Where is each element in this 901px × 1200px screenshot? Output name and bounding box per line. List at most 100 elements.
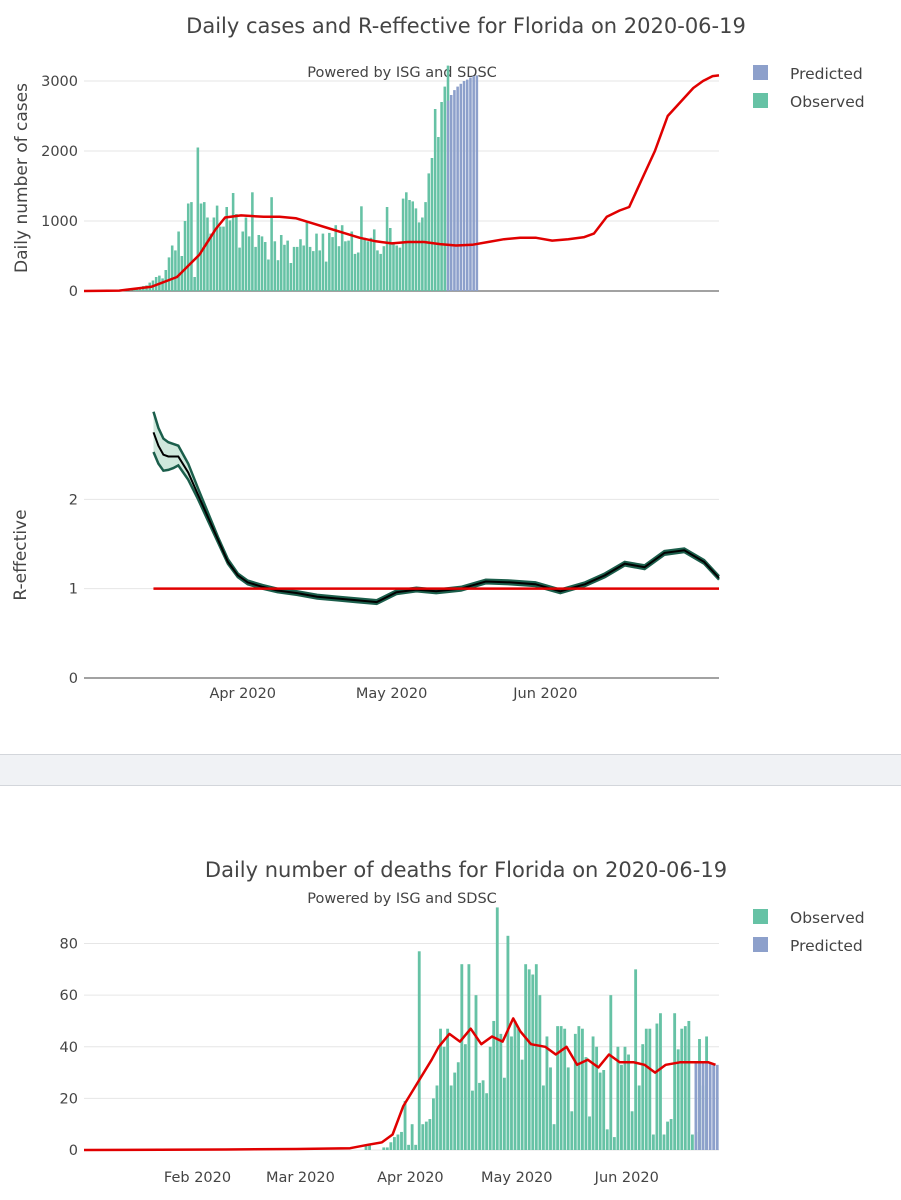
cases-observed-bar[interactable]	[376, 250, 379, 291]
cases-observed-bar[interactable]	[286, 240, 289, 291]
cases-observed-bar[interactable]	[433, 109, 437, 291]
cases-observed-bar[interactable]	[260, 236, 264, 291]
deaths-observed-bar[interactable]	[407, 1144, 411, 1150]
deaths-observed-bar[interactable]	[392, 1137, 396, 1150]
cases-legend[interactable]: Predicted Observed	[753, 65, 865, 111]
cases-observed-bar[interactable]	[372, 229, 376, 291]
cases-predicted-bar[interactable]	[465, 79, 469, 291]
cases-predicted-bar[interactable]	[446, 100, 450, 291]
deaths-observed-bar[interactable]	[432, 1098, 435, 1150]
deaths-observed-bar[interactable]	[627, 1054, 630, 1150]
deaths-observed-bar[interactable]	[495, 907, 499, 1150]
deaths-observed-bar[interactable]	[634, 969, 638, 1150]
deaths-predicted-bar[interactable]	[694, 1062, 698, 1150]
deaths-predicted-bar[interactable]	[698, 1062, 701, 1150]
deaths-observed-bar[interactable]	[538, 995, 542, 1150]
deaths-observed-bar[interactable]	[520, 1059, 524, 1150]
cases-observed-bar[interactable]	[251, 192, 254, 291]
deaths-observed-bar[interactable]	[513, 1020, 517, 1150]
deaths-legend[interactable]: Observed Predicted	[753, 909, 865, 955]
cases-observed-bar[interactable]	[392, 242, 395, 291]
cases-predicted-bar[interactable]	[462, 81, 466, 291]
cases-observed-bar[interactable]	[395, 245, 398, 292]
deaths-observed-bar[interactable]	[669, 1119, 673, 1150]
legend-label-observed[interactable]: Observed	[790, 909, 865, 927]
cases-observed-bar[interactable]	[174, 250, 177, 291]
cases-observed-bar[interactable]	[366, 241, 370, 291]
deaths-observed-bar[interactable]	[400, 1131, 403, 1150]
deaths-observed-bar[interactable]	[517, 1028, 520, 1150]
cases-observed-bar[interactable]	[347, 240, 350, 291]
cases-observed-bar[interactable]	[401, 198, 405, 291]
legend-label-observed[interactable]: Observed	[790, 93, 865, 111]
cases-observed-bar[interactable]	[443, 86, 447, 291]
cases-observed-bar[interactable]	[295, 246, 299, 291]
cases-predicted-bar[interactable]	[453, 90, 456, 291]
cases-observed-bar[interactable]	[186, 203, 190, 292]
cases-observed-bar[interactable]	[305, 221, 309, 291]
deaths-observed-bar[interactable]	[449, 1085, 453, 1150]
deaths-observed-bar[interactable]	[403, 1100, 407, 1150]
cases-observed-bar[interactable]	[225, 207, 228, 291]
deaths-trend-line[interactable]	[83, 1017, 716, 1152]
cases-observed-bar[interactable]	[315, 233, 318, 291]
cases-observed-bar[interactable]	[385, 207, 389, 291]
deaths-observed-bar[interactable]	[414, 1144, 418, 1150]
cases-observed-bar[interactable]	[135, 288, 139, 291]
cases-observed-bar[interactable]	[215, 205, 219, 291]
cases-observed-bar[interactable]	[427, 173, 431, 291]
cases-observed-bar[interactable]	[273, 241, 277, 291]
deaths-observed-bar[interactable]	[474, 995, 478, 1150]
deaths-observed-bar[interactable]	[683, 1026, 687, 1150]
cases-observed-bar[interactable]	[254, 246, 257, 291]
deaths-observed-bar[interactable]	[648, 1028, 652, 1150]
deaths-observed-bar[interactable]	[428, 1119, 432, 1150]
deaths-observed-bar[interactable]	[531, 974, 535, 1150]
deaths-observed-bar[interactable]	[471, 1090, 474, 1150]
cases-observed-bar[interactable]	[161, 278, 164, 291]
cases-observed-bar[interactable]	[247, 236, 251, 291]
deaths-observed-bar[interactable]	[499, 1033, 503, 1150]
deaths-predicted-bar[interactable]	[712, 1064, 716, 1150]
deaths-observed-bar[interactable]	[680, 1028, 684, 1150]
deaths-observed-bar[interactable]	[662, 1134, 666, 1150]
deaths-predicted-bar[interactable]	[708, 1062, 712, 1150]
cases-observed-bar[interactable]	[129, 290, 132, 291]
cases-observed-bar[interactable]	[382, 246, 386, 291]
deaths-observed-bar[interactable]	[676, 1049, 680, 1150]
cases-observed-bar[interactable]	[421, 217, 424, 292]
cases-observed-bar[interactable]	[209, 233, 212, 291]
legend-label-predicted[interactable]: Predicted	[790, 937, 863, 955]
deaths-observed-bar[interactable]	[492, 1020, 496, 1150]
deaths-observed-bar[interactable]	[549, 1067, 552, 1150]
deaths-observed-bar[interactable]	[641, 1044, 645, 1150]
deaths-observed-bar[interactable]	[595, 1046, 599, 1150]
deaths-observed-bar[interactable]	[659, 1013, 662, 1150]
deaths-observed-bar[interactable]	[570, 1111, 574, 1150]
deaths-observed-bar[interactable]	[644, 1028, 648, 1150]
deaths-observed-bar[interactable]	[478, 1082, 481, 1150]
legend-swatch-predicted[interactable]	[753, 65, 768, 80]
deaths-observed-bar[interactable]	[591, 1036, 595, 1150]
cases-observed-bar[interactable]	[398, 247, 402, 291]
deaths-observed-bar[interactable]	[602, 1070, 606, 1150]
legend-swatch-predicted[interactable]	[753, 937, 768, 952]
cases-observed-bar[interactable]	[369, 237, 373, 291]
cases-observed-bar[interactable]	[437, 137, 440, 291]
cases-observed-bar[interactable]	[360, 206, 363, 291]
deaths-observed-bar[interactable]	[481, 1080, 485, 1150]
cases-observed-bar[interactable]	[334, 225, 338, 291]
deaths-observed-bar[interactable]	[673, 1013, 677, 1150]
deaths-observed-bar[interactable]	[559, 1026, 563, 1150]
deaths-observed-bar[interactable]	[502, 1077, 506, 1150]
deaths-observed-bar[interactable]	[598, 1072, 602, 1150]
deaths-observed-bar[interactable]	[577, 1026, 581, 1150]
cases-observed-bar[interactable]	[279, 235, 283, 291]
cases-observed-bar[interactable]	[222, 226, 225, 291]
deaths-predicted-bar[interactable]	[705, 1062, 709, 1150]
deaths-observed-bar[interactable]	[630, 1111, 634, 1150]
deaths-observed-bar[interactable]	[424, 1121, 428, 1150]
legend-label-predicted[interactable]: Predicted	[790, 65, 863, 83]
deaths-observed-bar[interactable]	[556, 1026, 560, 1150]
deaths-observed-bar[interactable]	[609, 995, 613, 1150]
